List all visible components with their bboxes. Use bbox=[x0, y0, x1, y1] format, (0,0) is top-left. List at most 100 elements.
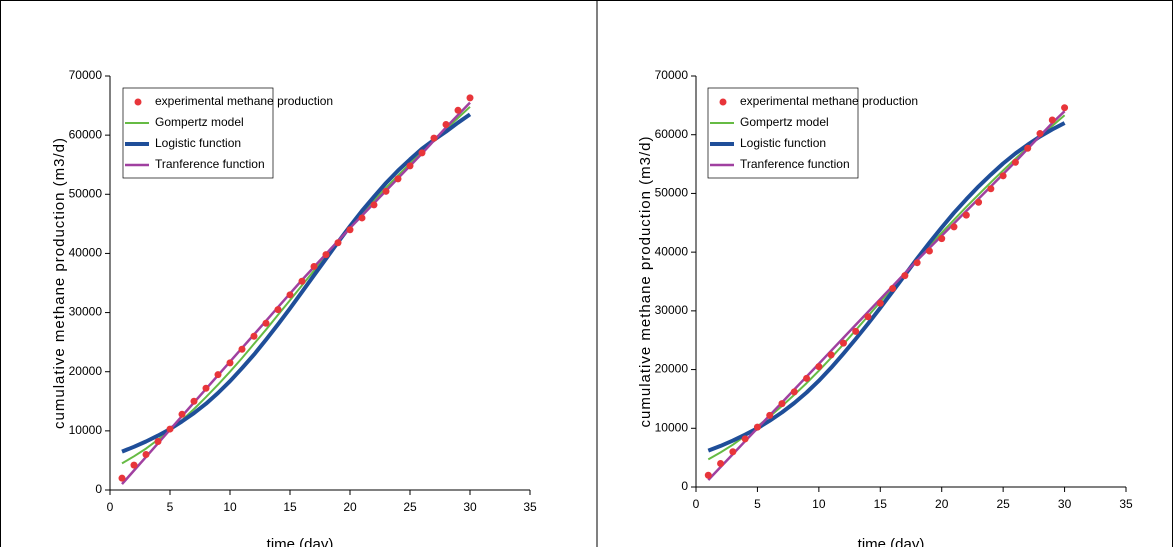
x-tick-label: 30 bbox=[463, 500, 477, 514]
x-tick-label: 15 bbox=[283, 500, 297, 514]
legend-label: Gompertz model bbox=[155, 115, 244, 129]
data-point bbox=[827, 351, 835, 359]
legend-marker bbox=[134, 98, 142, 106]
y-tick-label: 40000 bbox=[69, 246, 103, 260]
y-tick-label: 10000 bbox=[69, 423, 103, 437]
data-point bbox=[852, 327, 860, 335]
data-point bbox=[394, 175, 402, 183]
data-point bbox=[334, 239, 342, 247]
data-point bbox=[839, 339, 847, 347]
data-point bbox=[202, 384, 210, 392]
y-tick-label: 70000 bbox=[69, 68, 103, 82]
data-point bbox=[142, 451, 150, 459]
data-point bbox=[950, 223, 958, 231]
data-point bbox=[1061, 104, 1069, 112]
x-tick-label: 20 bbox=[935, 497, 949, 511]
y-tick-label: 50000 bbox=[69, 186, 103, 200]
legend-marker bbox=[719, 98, 727, 106]
x-tick-label: 15 bbox=[874, 497, 888, 511]
data-point bbox=[466, 94, 474, 102]
data-point bbox=[358, 214, 366, 222]
data-point bbox=[154, 438, 162, 446]
legend-label: experimental methane production bbox=[740, 94, 918, 108]
data-point bbox=[190, 397, 198, 405]
data-point bbox=[925, 247, 933, 255]
legend-label: Logistic function bbox=[740, 136, 826, 150]
data-point bbox=[778, 400, 786, 408]
data-point bbox=[406, 162, 414, 170]
legend-label: Gompertz model bbox=[740, 115, 829, 129]
x-tick-label: 35 bbox=[1119, 497, 1133, 511]
data-point bbox=[430, 134, 438, 142]
data-point bbox=[274, 306, 282, 314]
series-line bbox=[707, 121, 1066, 453]
chart: 0 10000 20000 30000 40000 50000 60000 70000 0 5 10… bbox=[637, 68, 1133, 547]
y-tick-label: 20000 bbox=[69, 364, 103, 378]
data-point bbox=[250, 332, 258, 340]
data-point bbox=[298, 277, 306, 285]
y-tick-label: 30000 bbox=[655, 303, 689, 317]
data-point bbox=[876, 299, 884, 307]
data-point bbox=[262, 319, 270, 327]
data-point bbox=[717, 460, 725, 468]
x-tick-label: 20 bbox=[343, 500, 357, 514]
data-point bbox=[913, 259, 921, 267]
x-tick-label: 0 bbox=[107, 500, 114, 514]
x-tick-label: 25 bbox=[403, 500, 417, 514]
x-tick-label: 0 bbox=[693, 497, 700, 511]
data-point bbox=[130, 461, 138, 469]
data-point bbox=[346, 226, 354, 234]
data-point bbox=[938, 235, 946, 243]
data-point bbox=[178, 410, 186, 418]
data-point bbox=[454, 106, 462, 114]
legend-label: Tranference function bbox=[740, 157, 850, 171]
y-tick-label: 0 bbox=[681, 479, 688, 493]
y-axis-label: cumulative methane production (m3/d) bbox=[637, 136, 654, 428]
x-tick-label: 10 bbox=[812, 497, 826, 511]
y-tick-label: 40000 bbox=[655, 244, 689, 258]
y-tick-label: 70000 bbox=[655, 68, 689, 82]
legend-label: experimental methane production bbox=[155, 94, 333, 108]
data-point bbox=[1011, 158, 1019, 166]
data-point bbox=[803, 374, 811, 382]
x-tick-label: 30 bbox=[1058, 497, 1072, 511]
y-tick-label: 60000 bbox=[69, 127, 103, 141]
y-tick-label: 20000 bbox=[655, 362, 689, 376]
data-point bbox=[901, 272, 909, 280]
x-tick-label: 25 bbox=[996, 497, 1010, 511]
legend-box bbox=[707, 87, 859, 179]
x-tick-label: 35 bbox=[523, 500, 537, 514]
data-point bbox=[1048, 116, 1056, 124]
x-axis-label: time (day) bbox=[858, 536, 925, 547]
y-axis-label: cumulative methane production (m3/d) bbox=[51, 137, 68, 429]
y-tick-label: 0 bbox=[95, 482, 102, 496]
x-tick-label: 10 bbox=[223, 500, 237, 514]
y-tick-label: 10000 bbox=[655, 420, 689, 434]
data-point bbox=[418, 149, 426, 157]
x-tick-label: 5 bbox=[167, 500, 174, 514]
legend-box bbox=[122, 87, 274, 179]
data-point bbox=[382, 187, 390, 195]
data-point bbox=[864, 313, 872, 321]
data-point bbox=[975, 198, 983, 206]
data-point bbox=[442, 120, 450, 128]
data-point bbox=[729, 448, 737, 456]
data-point bbox=[286, 291, 294, 299]
data-point bbox=[370, 201, 378, 209]
y-tick-label: 60000 bbox=[655, 127, 689, 141]
series-line bbox=[121, 112, 472, 454]
data-point bbox=[118, 474, 126, 482]
legend-label: Tranference function bbox=[155, 157, 265, 171]
data-point bbox=[1036, 130, 1044, 138]
data-point bbox=[962, 211, 970, 219]
data-point bbox=[815, 363, 823, 371]
y-tick-label: 30000 bbox=[69, 305, 103, 319]
data-point bbox=[987, 185, 995, 193]
data-point bbox=[766, 411, 774, 419]
y-tick-label: 50000 bbox=[655, 186, 689, 200]
data-point bbox=[1024, 144, 1032, 152]
data-point bbox=[238, 345, 246, 353]
x-axis-label: time (day) bbox=[267, 536, 334, 547]
